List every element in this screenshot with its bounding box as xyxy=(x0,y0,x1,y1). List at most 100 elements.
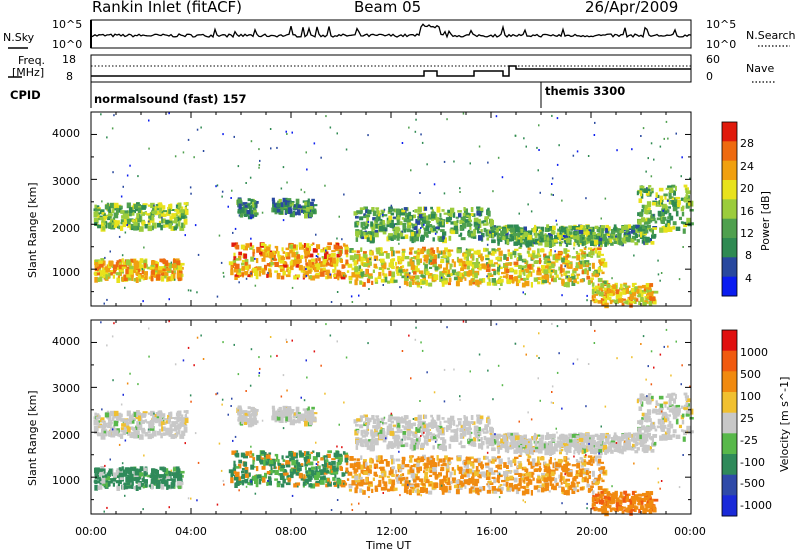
velocity-cell xyxy=(447,457,451,460)
power-cell xyxy=(311,208,316,214)
velocity-cell xyxy=(255,466,259,472)
velocity-cell xyxy=(266,471,271,475)
power-cell xyxy=(389,278,395,284)
power-cell xyxy=(342,243,346,247)
power-noise-cell xyxy=(657,273,660,276)
power-cell xyxy=(289,201,292,205)
power-cell xyxy=(175,204,179,209)
velocity-cell xyxy=(425,433,430,440)
power-cell xyxy=(280,207,284,212)
power-cell xyxy=(273,255,276,261)
power-noise-cell xyxy=(660,202,663,205)
velocity-cell xyxy=(177,417,182,421)
power-cell xyxy=(96,214,100,218)
velocity-cell xyxy=(558,474,562,479)
power-cell xyxy=(618,291,623,297)
power-cell xyxy=(643,188,648,193)
power-cell xyxy=(556,274,559,278)
velocity-cell xyxy=(453,469,456,476)
power-cell xyxy=(285,252,288,257)
velocity-cell xyxy=(383,481,388,487)
power-cell xyxy=(591,289,595,295)
velocity-cell xyxy=(176,417,180,423)
power-cell xyxy=(407,261,411,267)
power-cell xyxy=(480,256,484,261)
power-cell xyxy=(365,221,369,226)
velocity-cell xyxy=(273,416,277,421)
power-cell xyxy=(141,205,146,210)
power-cell xyxy=(595,285,600,289)
velocity-cell xyxy=(325,459,329,463)
velocity-cell xyxy=(420,442,426,447)
power-cell xyxy=(517,279,521,284)
power-cell xyxy=(650,297,655,304)
power-cell xyxy=(467,265,470,270)
power-cell xyxy=(610,235,614,239)
power-noise-cell xyxy=(409,272,411,275)
power-cell xyxy=(581,254,587,259)
power-cell xyxy=(104,224,107,229)
power-cell xyxy=(290,260,293,264)
power-noise-cell xyxy=(514,134,517,137)
power-cell xyxy=(401,256,405,261)
power-cell xyxy=(484,216,490,220)
power-cell xyxy=(95,205,100,208)
power-cell xyxy=(314,262,318,267)
power-cell xyxy=(639,185,645,189)
power-cell xyxy=(547,267,552,274)
power-noise-cell xyxy=(598,244,600,247)
velocity-cell xyxy=(279,466,285,472)
velocity-cell xyxy=(442,445,447,452)
power-cell xyxy=(424,215,429,221)
power-cell xyxy=(256,266,262,271)
power-cell xyxy=(514,234,517,240)
power-noise-cell xyxy=(174,155,177,158)
power-cell xyxy=(138,264,144,270)
velocity-cell xyxy=(373,463,379,469)
velocity-cell xyxy=(430,414,433,418)
velocity-cell xyxy=(336,478,342,485)
power-cell xyxy=(559,230,562,235)
velocity-cell xyxy=(289,452,294,457)
velocity-cell xyxy=(97,432,102,437)
power-cell xyxy=(243,253,248,259)
power-cell xyxy=(376,210,380,215)
power-cell xyxy=(457,210,462,213)
power-cell xyxy=(293,275,297,280)
velocity-cell xyxy=(311,416,316,422)
power-cell xyxy=(471,268,475,275)
power-cell xyxy=(563,239,568,243)
power-cell xyxy=(396,268,400,274)
power-cell xyxy=(158,203,162,207)
power-cell xyxy=(306,263,312,267)
power-noise-cell xyxy=(555,219,557,222)
velocity-cell xyxy=(390,445,394,449)
power-cell xyxy=(616,299,619,303)
power-cell xyxy=(592,231,596,235)
power-cell xyxy=(540,237,544,243)
velocity-cell xyxy=(112,414,117,419)
power-cell xyxy=(460,237,466,241)
power-cell xyxy=(583,231,587,235)
power-cell xyxy=(288,207,292,212)
power-cell xyxy=(249,205,253,210)
velocity-cell xyxy=(548,473,551,478)
power-cell xyxy=(523,226,527,232)
power-cell xyxy=(463,253,469,257)
velocity-cell xyxy=(376,418,380,423)
power-cell xyxy=(532,264,535,267)
power-cell xyxy=(594,247,598,254)
power-noise-cell xyxy=(190,289,192,292)
power-cell xyxy=(675,206,680,209)
velocity-cell xyxy=(422,422,425,425)
power-noise-cell xyxy=(109,250,111,253)
velocity-cell xyxy=(386,444,390,450)
power-cell xyxy=(604,290,610,294)
power-cell xyxy=(539,276,544,280)
power-cell xyxy=(409,258,413,265)
power-cell xyxy=(328,253,331,258)
power-cell xyxy=(536,277,542,281)
power-cell xyxy=(311,258,315,262)
power-cell xyxy=(525,268,529,273)
velocity-cell xyxy=(292,468,297,474)
